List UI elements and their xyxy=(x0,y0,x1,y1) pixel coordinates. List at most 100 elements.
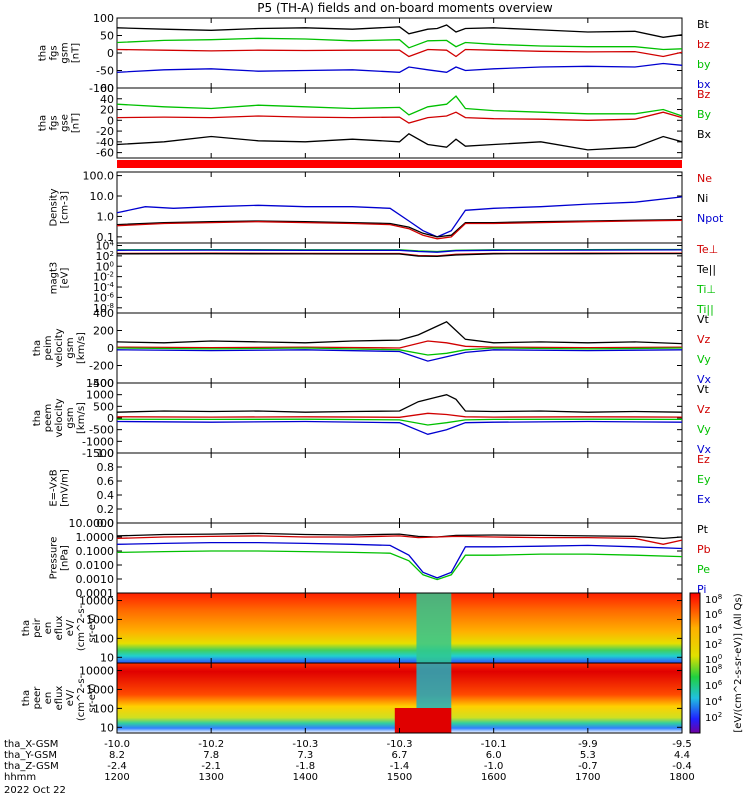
y-axis-label: gsm xyxy=(65,407,76,428)
legend-entry: Npot xyxy=(697,212,724,225)
series-bx xyxy=(116,62,683,73)
flag-bar-fill xyxy=(117,160,682,168)
y-axis-label: [eV] xyxy=(60,268,71,289)
y-tick-label: 0.4 xyxy=(97,489,115,502)
ephemeris-value: 1800 xyxy=(669,772,694,783)
series-Vz xyxy=(116,412,683,418)
ephemeris-value: -2.1 xyxy=(201,761,221,772)
ephemeris-value: -10.2 xyxy=(198,739,224,750)
ephemeris-value: -10.1 xyxy=(481,739,507,750)
x-axis: tha_X-GSM -10.0 -10.2 -10.3 -10.3 -10.1 -9.9 -9… xyxy=(4,739,695,796)
y-tick-label: 100 xyxy=(96,260,114,273)
ephemeris-value: 1500 xyxy=(387,772,412,783)
panel-frame xyxy=(116,87,683,159)
y-axis-label: [nT] xyxy=(71,113,82,133)
y-tick-label: 60 xyxy=(100,82,114,95)
y-axis-label: eflux xyxy=(54,686,65,711)
colorbar-tick-label: 102 xyxy=(705,711,722,724)
y-tick-label: 0.1000 xyxy=(76,545,115,558)
legend-entry: Bx xyxy=(697,128,712,141)
y-axis-label: tha xyxy=(38,115,49,131)
y-axis-label: tha xyxy=(32,410,43,426)
colorbar-tick-label: 106 xyxy=(705,679,723,692)
y-axis-label: [km/s] xyxy=(76,402,87,434)
y-axis-label: magt3 xyxy=(49,262,60,295)
series-Pi xyxy=(116,541,683,579)
heatmap-dropout xyxy=(416,593,452,663)
y-axis-label: [cm-3] xyxy=(60,191,71,224)
y-axis-label: velocity xyxy=(54,328,65,367)
y-tick-label: 10 xyxy=(100,651,114,664)
legend-entry: Ti|| xyxy=(696,303,714,316)
y-tick-label: 0.1 xyxy=(97,231,115,244)
y-tick-label: 500 xyxy=(93,400,114,413)
y-axis-label: tha xyxy=(21,690,32,706)
ephemeris-value: -1.8 xyxy=(296,761,316,772)
legend-entry: Pb xyxy=(697,543,711,556)
series-Vy xyxy=(116,347,683,356)
series-Bx xyxy=(116,133,683,151)
legend-entry: Te|| xyxy=(696,263,716,276)
y-tick-label: 10-6 xyxy=(93,291,115,304)
ephemeris-value: 6.0 xyxy=(486,750,502,761)
ephemeris-value: 6.7 xyxy=(392,750,408,761)
ephemeris-value: 1300 xyxy=(198,772,223,783)
legend-entry: bz xyxy=(697,38,710,51)
colorbar-tick-label: 104 xyxy=(705,695,723,708)
flag-bar xyxy=(117,160,682,168)
colorbar-label: [eV/(cm^2-s-sr-eV)] (All Qs) xyxy=(733,593,744,732)
legend-entry: Vx xyxy=(697,443,712,456)
ephemeris-value: 1400 xyxy=(293,772,318,783)
legend-entry: Ti⊥ xyxy=(696,283,716,296)
series-by xyxy=(116,37,683,51)
legend-entry: Pi xyxy=(697,583,706,596)
legend-entry: Vy xyxy=(697,423,711,436)
y-tick-label: 100 xyxy=(93,632,114,645)
ephemeris-value: 7.8 xyxy=(203,750,219,761)
y-tick-label: 0.0100 xyxy=(76,559,115,572)
panel-fgs_gsm: 100 50 0 -50 -100 tha fgs gsm [nT] Bt bz by bx xyxy=(38,12,711,95)
ephemeris-value: 4.4 xyxy=(674,750,690,761)
legend-entry: Vx xyxy=(697,373,712,386)
colorbar-strip xyxy=(689,592,701,734)
y-tick-label: 40 xyxy=(100,93,114,106)
y-tick-label: 0.8 xyxy=(97,461,115,474)
y-tick-label: 1000 xyxy=(86,683,114,696)
y-tick-label: 10.0 xyxy=(90,190,115,203)
y-tick-label: 1.0000 xyxy=(76,531,115,544)
panel-peim_velocity: 400 200 0 -200 -400 tha peim velocity gsm [km/s] V… xyxy=(32,307,712,390)
series-Ne xyxy=(116,219,683,240)
y-tick-label: 102 xyxy=(96,250,114,263)
y-tick-label: -400 xyxy=(89,377,114,390)
y-axis-label: tha xyxy=(38,45,49,61)
y-tick-label: 10-4 xyxy=(93,281,115,294)
y-tick-label: 1.0 xyxy=(97,447,115,460)
date-label: 2022 Oct 22 xyxy=(4,785,66,796)
y-axis-label: peer xyxy=(32,686,43,710)
y-axis-label: Density xyxy=(49,188,60,226)
ephemeris-value: -2.4 xyxy=(107,761,127,772)
legend-entry: Te⊥ xyxy=(696,243,718,256)
panel-efield: 1.00.80.60.40.20.0 E=-VxB [mV/m] Ez Ey Ex xyxy=(49,447,711,530)
ephemeris-row-label: tha_Y-GSM xyxy=(4,750,57,761)
series-Tipar xyxy=(116,249,683,253)
y-tick-label: -60 xyxy=(96,147,114,160)
y-axis-label: gsm xyxy=(65,337,76,358)
y-tick-label: 1.0 xyxy=(97,210,115,223)
ephemeris-value: 7.3 xyxy=(297,750,313,761)
series-Vt xyxy=(116,321,683,345)
y-tick-label: 1000 xyxy=(86,613,114,626)
series-Vx xyxy=(116,349,683,362)
y-tick-label: 100 xyxy=(93,702,114,715)
legend-entry: bx xyxy=(697,78,711,91)
y-tick-label: -20 xyxy=(96,125,114,138)
y-tick-label: -500 xyxy=(89,424,114,437)
ephemeris-value: 1700 xyxy=(575,772,600,783)
colorbar-tick-label: 100 xyxy=(705,653,722,666)
y-tick-label: 400 xyxy=(93,307,114,320)
y-axis-label: eflux xyxy=(54,616,65,641)
legend-entry: Ex xyxy=(697,493,711,506)
colorbar-tick-label: 106 xyxy=(705,608,723,621)
